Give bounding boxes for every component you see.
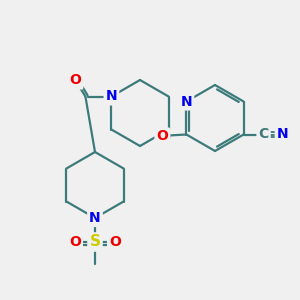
Text: S: S [89, 235, 100, 250]
Text: O: O [70, 74, 81, 88]
Text: N: N [277, 128, 288, 142]
Text: O: O [69, 235, 81, 249]
Text: N: N [181, 94, 192, 109]
Text: N: N [89, 211, 101, 225]
Text: O: O [157, 130, 168, 143]
Text: N: N [106, 89, 117, 103]
Text: C: C [259, 128, 269, 142]
Text: O: O [109, 235, 121, 249]
